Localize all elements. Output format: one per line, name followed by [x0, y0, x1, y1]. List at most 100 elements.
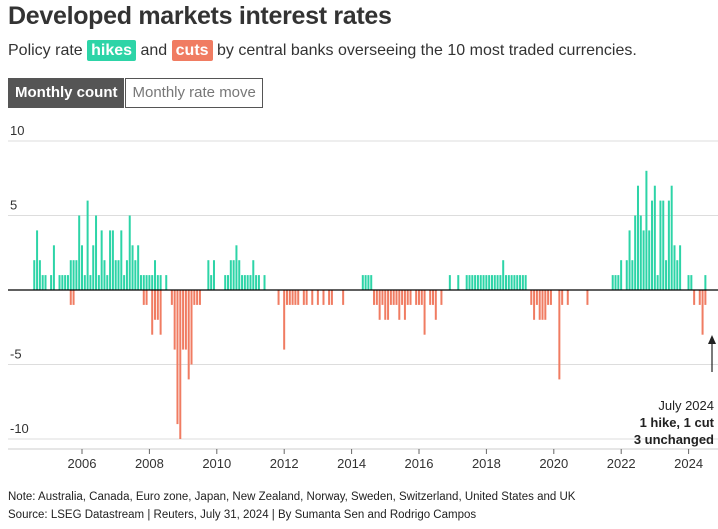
bar-hikes [639, 215, 642, 290]
bar-cuts [283, 290, 286, 350]
bar-hikes [493, 275, 496, 290]
bar-hikes [482, 275, 485, 290]
bar-cuts [305, 290, 308, 305]
x-tick-label: 2024 [674, 456, 703, 471]
bar-hikes [210, 275, 213, 290]
bar-hikes [255, 275, 258, 290]
bar-hikes [125, 260, 128, 290]
bar-hikes [227, 275, 230, 290]
bar-cuts [291, 290, 294, 305]
bar-hikes [109, 230, 112, 290]
bar-cuts [145, 290, 148, 305]
bar-hikes [479, 275, 482, 290]
bar-hikes [123, 275, 126, 290]
bar-hikes [690, 275, 693, 290]
bar-cuts [154, 290, 157, 320]
bar-hikes [485, 275, 488, 290]
bar-hikes [468, 275, 471, 290]
bar-hikes [505, 275, 508, 290]
arrow-head-icon [708, 335, 716, 344]
bar-hikes [148, 275, 151, 290]
bar-hikes [52, 245, 55, 290]
bar-cuts [294, 290, 297, 305]
bar-hikes [617, 275, 620, 290]
bar-hikes [636, 185, 639, 290]
bar-hikes [154, 260, 157, 290]
bar-hikes [83, 275, 86, 290]
bar-hikes [81, 245, 83, 290]
bar-hikes [642, 230, 645, 290]
bar-hikes [212, 260, 215, 290]
bar-hikes [238, 260, 241, 290]
bar-hikes [229, 260, 232, 290]
monthly-rate-move-button[interactable]: Monthly rate move [125, 78, 263, 108]
legend-cuts: cuts [171, 40, 213, 61]
bar-hikes [114, 260, 117, 290]
bar-hikes [667, 200, 670, 290]
footnote: Note: Australia, Canada, Euro zone, Japa… [8, 491, 576, 503]
bar-hikes [496, 275, 499, 290]
legend-hikes: hikes [87, 40, 137, 61]
bar-cuts [701, 290, 704, 335]
bar-cuts [429, 290, 432, 305]
bar-cuts [179, 290, 182, 439]
bar-hikes [510, 275, 513, 290]
x-tick-label: 2006 [68, 456, 97, 471]
bar-hikes [361, 275, 364, 290]
bar-hikes [61, 275, 64, 290]
bar-cuts [704, 290, 707, 305]
bar-cuts [549, 290, 552, 305]
bar-hikes [92, 245, 95, 290]
bar-cuts [403, 290, 406, 320]
x-tick-label: 2022 [607, 456, 636, 471]
bar-hikes [97, 275, 100, 290]
bar-hikes [137, 245, 140, 290]
y-tick-label: 5 [10, 198, 17, 213]
bar-hikes [631, 260, 634, 290]
bar-hikes [704, 275, 707, 290]
y-tick-label: -5 [10, 347, 22, 362]
bar-cuts [381, 290, 384, 305]
bar-hikes [41, 275, 44, 290]
bar-cuts [69, 290, 72, 305]
bar-hikes [103, 260, 106, 290]
bar-cuts [401, 290, 404, 305]
bar-cuts [561, 290, 564, 305]
bar-hikes [120, 230, 123, 290]
bar-cuts [373, 290, 376, 305]
bar-hikes [78, 215, 81, 290]
bar-cuts [558, 290, 561, 380]
bar-cuts [541, 290, 544, 320]
bar-hikes [670, 185, 673, 290]
bar-hikes [131, 245, 134, 290]
bar-cuts [297, 290, 300, 305]
bar-hikes [100, 230, 103, 290]
bar-hikes [628, 230, 631, 290]
bar-hikes [44, 275, 47, 290]
bar-cuts [535, 290, 538, 305]
bar-cuts [342, 290, 345, 305]
bar-hikes [651, 200, 654, 290]
monthly-count-button[interactable]: Monthly count [8, 78, 125, 108]
subtitle-text: by central banks overseeing the 10 most … [212, 42, 637, 59]
bar-cuts [190, 290, 193, 365]
x-tick-label: 2014 [337, 456, 366, 471]
x-tick-label: 2016 [405, 456, 434, 471]
subtitle-text: Policy rate [8, 42, 88, 59]
bar-cuts [409, 290, 412, 305]
bar-cuts [417, 290, 420, 305]
y-tick-label: 10 [10, 123, 24, 138]
bar-cuts [285, 290, 288, 305]
bar-cuts [277, 290, 280, 305]
bar-hikes [243, 275, 246, 290]
bar-hikes [38, 260, 41, 290]
bar-hikes [252, 260, 255, 290]
bar-hikes [64, 275, 67, 290]
bar-hikes [159, 275, 162, 290]
bar-cuts [389, 290, 392, 305]
bar-hikes [634, 215, 637, 290]
bar-cuts [187, 290, 190, 380]
bar-hikes [156, 275, 159, 290]
bar-hikes [648, 230, 651, 290]
